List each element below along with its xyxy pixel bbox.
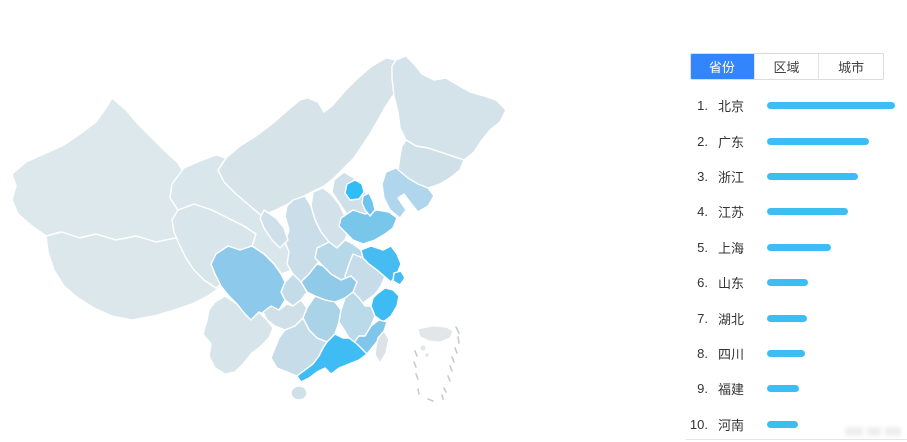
china-map-svg: [11, 55, 507, 402]
panel-bottom-divider: [686, 439, 907, 440]
map-region-guangdong[interactable]: [296, 333, 368, 383]
province-ranking-list: 1. 北京 2. 广东 3. 浙江 4. 江苏 5. 上海 6. 山东 7. 湖北 8. 四川 9. 福建 10. 河…: [686, 88, 907, 442]
ranking-row[interactable]: 6. 山东: [686, 265, 907, 300]
map-region-taiwan[interactable]: [374, 330, 390, 364]
map-region-jilin[interactable]: [397, 139, 465, 189]
rank-number: 1.: [697, 98, 708, 114]
rank-bar: [767, 279, 808, 287]
map-region-hainan[interactable]: [290, 385, 308, 401]
map-region-heilongjiang[interactable]: [391, 55, 507, 161]
province-name: 上海: [718, 240, 745, 256]
ranking-row[interactable]: 2. 广东: [686, 123, 907, 158]
map-region-yunnan[interactable]: [202, 295, 274, 375]
map-level-tabs: 省份 区域 城市: [690, 53, 884, 80]
ranking-row[interactable]: 9. 福建: [686, 371, 907, 406]
tab-city[interactable]: 城市: [818, 54, 883, 79]
province-name: 山东: [718, 276, 745, 292]
rank-number: 9.: [697, 381, 708, 397]
ranking-row[interactable]: 5. 上海: [686, 230, 907, 265]
province-name: 浙江: [718, 169, 745, 185]
map-region-jiangxi[interactable]: [338, 291, 376, 345]
blurred-watermark: [845, 424, 905, 438]
province-name: 湖北: [718, 311, 745, 327]
region-ranking-panel: 省份 区域 城市 1. 北京 2. 广东 3. 浙江 4. 江苏 5. 上海 6. 山东 7. 湖北 8. 四川 9…: [686, 53, 907, 442]
map-region-shanghai[interactable]: [392, 270, 406, 286]
ranking-row[interactable]: 1. 北京: [686, 88, 907, 123]
ranking-row[interactable]: 3. 浙江: [686, 159, 907, 194]
china-choropleth-map: [11, 55, 507, 402]
rank-bar: [767, 385, 799, 393]
map-region-liaoning[interactable]: [381, 167, 435, 219]
map-region-zhejiang[interactable]: [370, 287, 400, 323]
rank-bar: [767, 208, 848, 216]
rank-number: 8.: [697, 345, 708, 361]
rank-number: 10.: [689, 416, 708, 432]
ranking-row[interactable]: 10. 河南: [686, 407, 907, 442]
map-region-shandong[interactable]: [338, 209, 398, 245]
province-name: 广东: [718, 134, 745, 150]
province-name: 福建: [718, 382, 745, 398]
rank-number: 3.: [697, 168, 708, 184]
map-region-beijing[interactable]: [344, 179, 365, 201]
rank-number: 7.: [697, 310, 708, 326]
tab-province[interactable]: 省份: [691, 54, 754, 79]
province-name: 北京: [718, 99, 745, 115]
rank-bar: [767, 349, 806, 357]
ranking-row[interactable]: 7. 湖北: [686, 300, 907, 335]
rank-bar: [767, 137, 870, 145]
ranking-row[interactable]: 4. 江苏: [686, 194, 907, 229]
province-name: 江苏: [718, 205, 745, 221]
rank-number: 4.: [697, 204, 708, 220]
ranking-row[interactable]: 8. 四川: [686, 336, 907, 371]
rank-bar: [767, 420, 798, 428]
rank-bar: [767, 314, 807, 322]
province-name: 河南: [718, 417, 745, 433]
tab-region[interactable]: 区域: [753, 54, 819, 79]
rank-bar: [767, 172, 858, 180]
rank-number: 2.: [697, 133, 708, 149]
south-china-sea-inset: [413, 325, 460, 402]
map-region-ningxia[interactable]: [259, 209, 289, 249]
map-region-tianjin[interactable]: [361, 192, 376, 217]
rank-bar: [767, 102, 895, 110]
province-name: 四川: [718, 346, 745, 362]
rank-number: 6.: [697, 275, 708, 291]
rank-bar: [767, 243, 831, 251]
rank-number: 5.: [697, 239, 708, 255]
